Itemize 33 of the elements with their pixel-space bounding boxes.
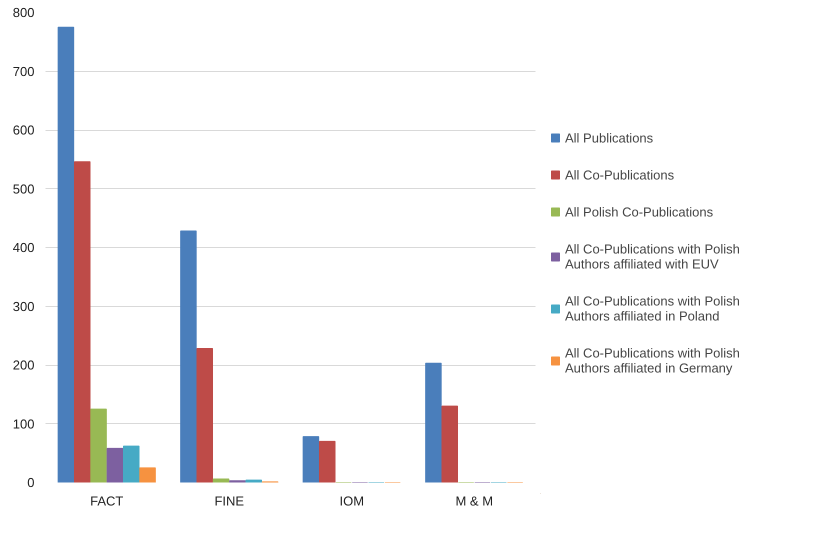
legend-label: All Polish Co-Publications bbox=[565, 204, 714, 219]
y-tick-label: 200 bbox=[12, 358, 35, 372]
bar bbox=[58, 26, 74, 482]
bar bbox=[139, 467, 156, 482]
bar bbox=[441, 406, 458, 482]
x-tick-label: M & M bbox=[455, 494, 494, 508]
y-tick-label: 700 bbox=[12, 64, 35, 79]
x-tick-label: IOM bbox=[339, 494, 364, 508]
bar bbox=[106, 448, 124, 482]
y-tick-label: 100 bbox=[12, 416, 35, 432]
bar bbox=[245, 480, 262, 482]
x-tick-label: FACT bbox=[90, 494, 124, 508]
legend-label: All Co-Publications with Polish Authors affiliated with EUV bbox=[565, 241, 740, 271]
bar bbox=[302, 436, 320, 482]
bar bbox=[74, 161, 91, 482]
legend-label: All Publications bbox=[565, 130, 654, 145]
legend-label: All Co-Publications with Polish Authors affiliated in Poland bbox=[565, 293, 740, 323]
bar bbox=[212, 478, 230, 482]
bar bbox=[122, 446, 140, 482]
legend-label: All Co-Publications bbox=[565, 167, 674, 182]
y-tick-label: 800 bbox=[12, 5, 35, 20]
y-tick-label: 600 bbox=[12, 122, 35, 138]
y-tick-label: 500 bbox=[12, 181, 35, 196]
bar bbox=[90, 408, 107, 482]
bar bbox=[196, 348, 214, 482]
y-tick-label: 400 bbox=[12, 240, 35, 255]
bar bbox=[318, 440, 336, 482]
bar bbox=[425, 362, 442, 482]
x-tick-label: FINE bbox=[214, 494, 244, 508]
y-tick-label: 300 bbox=[12, 298, 35, 314]
legend-label: All Co-Publications with Polish Authors affiliated in Germany bbox=[565, 345, 740, 375]
bar bbox=[180, 230, 197, 482]
y-tick-label: 0 bbox=[27, 475, 35, 490]
